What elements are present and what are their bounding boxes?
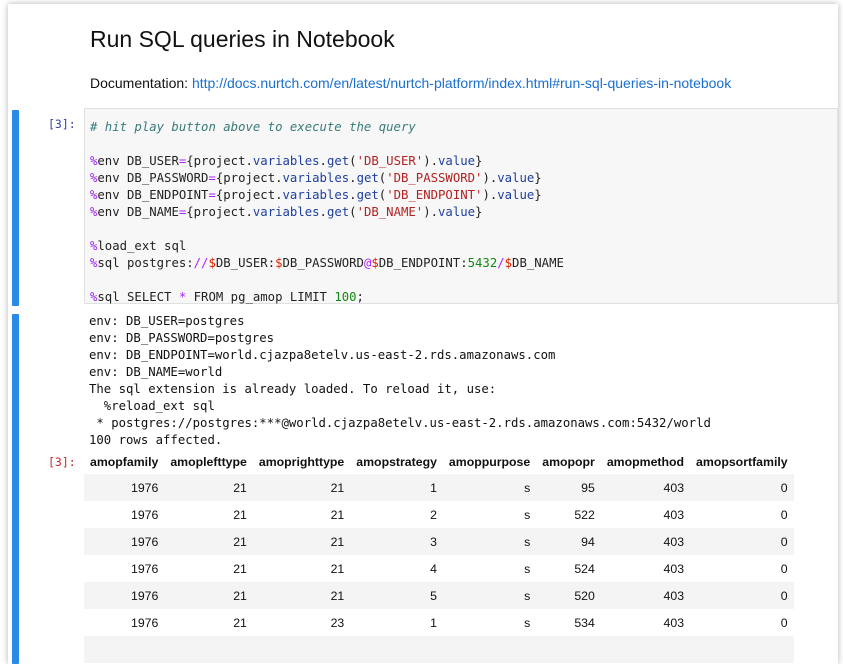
table-cell: 403 <box>663 507 685 522</box>
table-cell: 403 <box>663 615 685 630</box>
table-cell: 94 <box>581 534 595 549</box>
table-cell: s <box>524 480 531 495</box>
table-cell: s <box>524 588 531 603</box>
table-cell: 0 <box>780 615 788 630</box>
table-cell <box>443 636 536 663</box>
doc-label: Documentation: <box>90 75 192 91</box>
table-cell: 534 <box>574 615 595 630</box>
table-cell: 0 <box>780 534 788 549</box>
table-cell: 403 <box>663 588 685 603</box>
table-cell: 1 <box>430 615 437 630</box>
column-header: amopfamily <box>90 455 159 469</box>
table-cell: 4 <box>430 561 437 576</box>
table-cell <box>84 636 164 663</box>
doc-link[interactable]: http://docs.nurtch.com/en/latest/nurtch-… <box>191 75 732 91</box>
table-cell: 1976 <box>130 534 159 549</box>
table-cell: 21 <box>233 615 247 630</box>
table-cell <box>601 636 690 663</box>
output-selection-bar[interactable] <box>12 314 19 664</box>
input-prompt: [3]: <box>48 117 76 131</box>
table-cell <box>350 636 443 663</box>
code-cell-editor[interactable]: # hit play button above to execute the q… <box>84 108 838 304</box>
column-header: amopsortfamily <box>696 455 788 469</box>
table-cell: 0 <box>780 480 788 495</box>
output-prompt: [3]: <box>48 455 76 469</box>
table-cell: 2 <box>430 507 437 522</box>
table-cell: 21 <box>330 507 345 522</box>
cell-selection-bar[interactable] <box>12 110 19 306</box>
table-cell: 21 <box>330 561 345 576</box>
code-comment: # hit play button above to execute the q… <box>90 120 416 134</box>
table-cell: 21 <box>233 507 247 522</box>
table-row: 1976 21 23 1 s 534 403 0 <box>84 609 794 636</box>
table-cell <box>690 636 794 663</box>
code-text[interactable]: # hit play button above to execute the q… <box>90 120 564 304</box>
table-cell: 21 <box>233 561 247 576</box>
column-header: amoprighttype <box>258 455 345 469</box>
table-row: 1976 21 21 5 s 520 403 0 <box>84 582 794 609</box>
table-cell: 1976 <box>130 561 159 576</box>
column-header: amopopr <box>542 455 595 469</box>
table-cell: 1 <box>430 480 437 495</box>
table-cell: 5 <box>430 588 437 603</box>
table-cell: 520 <box>574 588 595 603</box>
table-cell: 0 <box>780 561 788 576</box>
documentation-line: Documentation: http://docs.nurtch.com/en… <box>90 75 731 91</box>
table-row: 1976 21 21 4 s 524 403 0 <box>84 555 794 582</box>
page-title: Run SQL queries in Notebook <box>90 26 395 52</box>
table-cell: 3 <box>430 534 437 549</box>
table-cell: 403 <box>663 480 685 495</box>
table-cell: 522 <box>574 507 595 522</box>
table-cell: 1976 <box>130 480 159 495</box>
table-cell: s <box>524 561 531 576</box>
table-cell: 21 <box>233 480 247 495</box>
notebook: Run SQL queries in Notebook Documentatio… <box>8 4 838 664</box>
table-cell <box>253 636 350 663</box>
column-header: amopmethod <box>606 455 685 469</box>
table-cell: 1976 <box>130 588 159 603</box>
table-cell: 21 <box>233 534 247 549</box>
table-cell: 1976 <box>130 615 159 630</box>
table-row: 1976 21 21 1 s 95 403 0 <box>84 474 794 501</box>
column-header: amoplefttype <box>170 455 247 469</box>
table-cell: 1976 <box>130 507 159 522</box>
table-cell: 95 <box>581 480 595 495</box>
table-cell: 21 <box>233 588 247 603</box>
table-cell: 21 <box>330 588 345 603</box>
table-row: 1976 21 21 2 s 522 403 0 <box>84 501 794 528</box>
table-cell: s <box>524 534 531 549</box>
table-cell: 23 <box>330 615 345 630</box>
result-table: amopfamily amoplefttype amoprighttype amops… <box>84 450 794 663</box>
table-cell <box>164 636 253 663</box>
table-cell: 403 <box>663 534 685 549</box>
column-header: amoppurpose <box>448 455 531 469</box>
table-cell: s <box>524 615 531 630</box>
table-cell: 21 <box>330 480 345 495</box>
table-row <box>84 636 794 663</box>
table-cell: s <box>524 507 531 522</box>
table-cell <box>536 636 601 663</box>
table-cell: 21 <box>330 534 345 549</box>
table-cell: 0 <box>780 507 788 522</box>
cell-output: env: DB_USER=postgres env: DB_PASSWORD=p… <box>89 314 711 447</box>
table-cell: 524 <box>574 561 595 576</box>
table-cell: 0 <box>780 588 788 603</box>
column-header: amopstrategy <box>356 455 437 469</box>
table-row: 1976 21 21 3 s 94 403 0 <box>84 528 794 555</box>
table-cell: 403 <box>663 561 685 576</box>
